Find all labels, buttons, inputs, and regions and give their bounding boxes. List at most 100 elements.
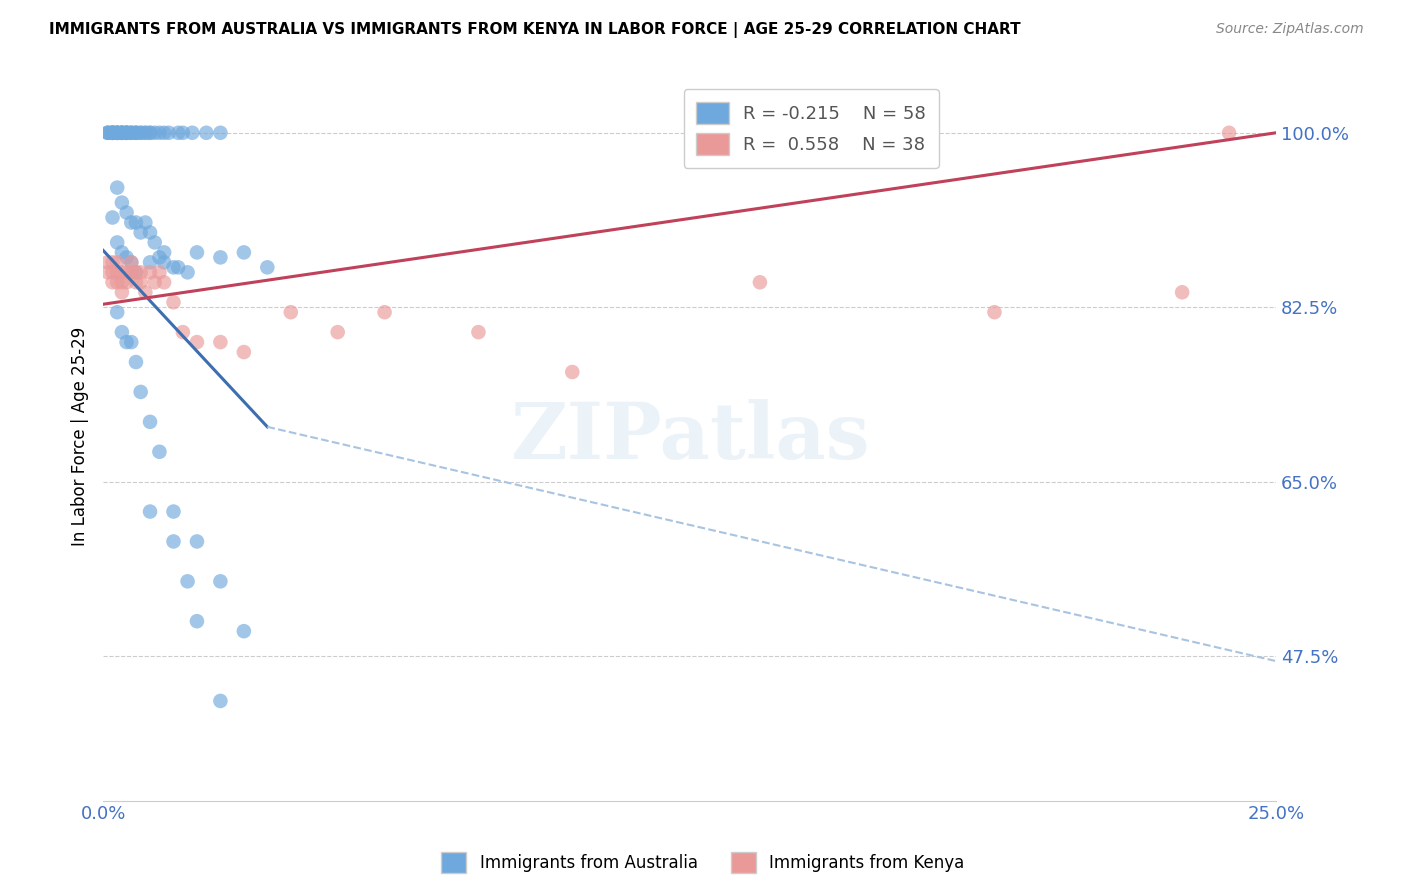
Point: [101, 126, 124, 140]
Point: [172, 126, 194, 140]
Point: [139, 415, 162, 429]
Point: [153, 275, 176, 289]
Point: [120, 215, 142, 229]
Point: [101, 126, 124, 140]
Text: ZIPatlas: ZIPatlas: [510, 399, 869, 475]
Point: [120, 265, 142, 279]
Point: [105, 235, 128, 250]
Point: [105, 126, 128, 140]
Point: [186, 534, 208, 549]
Point: [105, 126, 128, 140]
Point: [143, 235, 166, 250]
Point: [153, 126, 176, 140]
Point: [120, 126, 142, 140]
Point: [97, 255, 120, 269]
Point: [97, 265, 120, 279]
Point: [101, 255, 124, 269]
Legend: R = -0.215    N = 58, R =  0.558    N = 38: R = -0.215 N = 58, R = 0.558 N = 38: [683, 89, 939, 168]
Point: [153, 245, 176, 260]
Point: [97, 126, 120, 140]
Point: [105, 275, 128, 289]
Point: [162, 504, 184, 518]
Point: [115, 126, 138, 140]
Point: [167, 126, 190, 140]
Point: [162, 295, 184, 310]
Point: [983, 305, 1005, 319]
Point: [111, 126, 134, 140]
Text: IMMIGRANTS FROM AUSTRALIA VS IMMIGRANTS FROM KENYA IN LABOR FORCE | AGE 25-29 CO: IMMIGRANTS FROM AUSTRALIA VS IMMIGRANTS …: [49, 22, 1021, 38]
Point: [129, 275, 152, 289]
Point: [111, 325, 134, 339]
Point: [1171, 285, 1194, 300]
Point: [115, 275, 138, 289]
Point: [105, 126, 128, 140]
Point: [105, 255, 128, 269]
Point: [115, 126, 138, 140]
Point: [186, 245, 208, 260]
Point: [209, 126, 232, 140]
Point: [111, 126, 134, 140]
Point: [153, 255, 176, 269]
Point: [467, 325, 489, 339]
Point: [148, 251, 170, 265]
Point: [97, 126, 120, 140]
Point: [125, 126, 148, 140]
Point: [101, 126, 124, 140]
Point: [115, 205, 138, 219]
Point: [125, 215, 148, 229]
Point: [101, 126, 124, 140]
Point: [120, 255, 142, 269]
Point: [181, 126, 204, 140]
Point: [232, 624, 254, 639]
Point: [748, 275, 770, 289]
Point: [209, 574, 232, 589]
Point: [172, 325, 194, 339]
Point: [139, 226, 162, 240]
Point: [115, 126, 138, 140]
Point: [115, 251, 138, 265]
Point: [111, 126, 134, 140]
Point: [105, 180, 128, 194]
Point: [129, 226, 152, 240]
Point: [129, 126, 152, 140]
Point: [115, 265, 138, 279]
Point: [374, 305, 396, 319]
Point: [105, 126, 128, 140]
Point: [176, 265, 198, 279]
Point: [129, 384, 152, 399]
Point: [111, 285, 134, 300]
Point: [111, 126, 134, 140]
Point: [139, 504, 162, 518]
Point: [125, 265, 148, 279]
Point: [101, 126, 124, 140]
Point: [125, 126, 148, 140]
Point: [101, 265, 124, 279]
Y-axis label: In Labor Force | Age 25-29: In Labor Force | Age 25-29: [72, 327, 89, 547]
Point: [143, 275, 166, 289]
Legend: Immigrants from Australia, Immigrants from Kenya: Immigrants from Australia, Immigrants fr…: [434, 846, 972, 880]
Point: [120, 126, 142, 140]
Point: [105, 265, 128, 279]
Point: [134, 215, 156, 229]
Point: [125, 126, 148, 140]
Point: [134, 285, 156, 300]
Point: [256, 260, 278, 275]
Point: [115, 335, 138, 350]
Point: [139, 126, 162, 140]
Point: [111, 275, 134, 289]
Point: [125, 265, 148, 279]
Point: [125, 275, 148, 289]
Point: [139, 265, 162, 279]
Point: [162, 534, 184, 549]
Point: [139, 255, 162, 269]
Point: [134, 126, 156, 140]
Point: [148, 126, 170, 140]
Point: [111, 195, 134, 210]
Point: [232, 245, 254, 260]
Point: [115, 126, 138, 140]
Point: [186, 614, 208, 628]
Point: [129, 126, 152, 140]
Point: [232, 345, 254, 359]
Point: [120, 335, 142, 350]
Point: [105, 305, 128, 319]
